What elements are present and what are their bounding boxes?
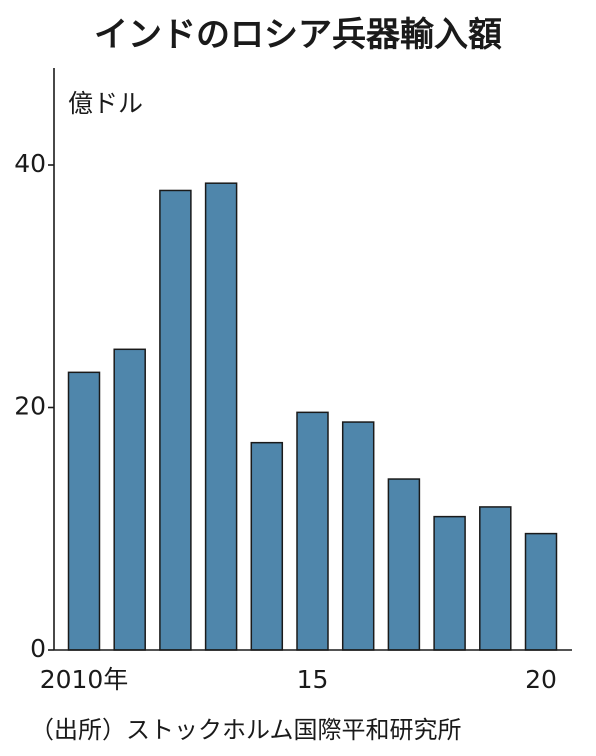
bar-2015 [296,411,329,651]
x-axis-ticks: 2010年 15 20 [40,665,557,694]
bar-2013 [204,182,238,651]
y-tick-label: 20 [14,392,46,421]
y-tick-label: 0 [30,634,46,663]
bar-2017 [387,478,421,651]
bar-2020 [524,532,558,651]
bar-2016 [341,421,375,651]
bar-2011 [113,348,146,651]
y-tick-label: 40 [14,149,46,178]
x-tick-label: 2010年 [40,665,129,694]
y-axis-unit-label: 億ドル [68,89,143,118]
bar-2019 [479,506,512,651]
bar-2014 [250,441,284,651]
bar-2012 [159,189,192,651]
y-axis-ticks: 0 20 40 [14,149,54,663]
x-tick-label: 15 [297,665,329,694]
x-tick-label: 20 [525,665,557,694]
bar-2010 [67,371,101,651]
bar-2018 [433,515,466,651]
bars [67,182,558,651]
chart-title: インドのロシア兵器輸入額 [94,15,502,55]
source-note: （出所）ストックホルム国際平和研究所 [30,716,462,744]
